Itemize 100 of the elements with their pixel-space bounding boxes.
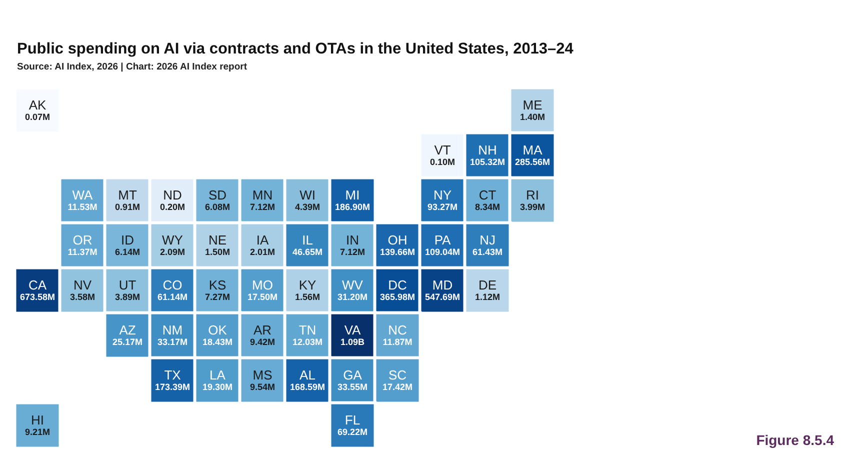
data-label: 1.56M — [294, 292, 320, 302]
category-label: PA — [434, 232, 452, 248]
category-label: AL — [300, 368, 316, 382]
data-label: 61.14M — [157, 292, 188, 302]
category-label: LA — [210, 368, 226, 382]
category-label: TX — [164, 368, 182, 382]
data-label: 0.20M — [160, 202, 186, 212]
category-label: AZ — [119, 322, 136, 338]
category-label: ID — [121, 232, 134, 248]
category-label: HI — [31, 412, 44, 428]
data-label: 4.39M — [294, 202, 320, 212]
data-label: 3.58M — [70, 292, 96, 302]
category-label: WY — [162, 232, 184, 248]
category-label: IA — [256, 232, 269, 248]
category-label: NC — [388, 322, 407, 338]
category-label: GA — [343, 368, 362, 382]
data-label: 9.42M — [250, 337, 276, 347]
category-label: SC — [388, 368, 407, 382]
category-label: MN — [252, 188, 273, 202]
data-label: 46.65M — [292, 247, 323, 257]
category-label: CA — [28, 278, 47, 292]
category-label: VT — [434, 142, 451, 158]
data-label: 61.43M — [472, 247, 503, 257]
data-label: 9.54M — [250, 382, 276, 392]
category-label: IN — [346, 232, 359, 248]
category-label: WA — [72, 188, 94, 202]
category-label: NV — [73, 278, 92, 292]
data-label: 7.12M — [340, 247, 366, 257]
data-label: 0.91M — [114, 202, 140, 212]
data-label: 1.50M — [204, 247, 230, 257]
category-label: NE — [208, 232, 227, 248]
category-label: CO — [162, 278, 182, 292]
category-label: AK — [28, 98, 46, 112]
category-label: MO — [252, 278, 273, 292]
category-label: MD — [432, 278, 453, 292]
text: Public spending on AI via contracts and OTAs in the United States, 2013–24 — [17, 40, 574, 58]
category-label: TN — [298, 322, 316, 338]
data-label: 31.20M — [337, 292, 368, 302]
category-label: FL — [344, 412, 360, 428]
category-label: IL — [302, 232, 313, 248]
category-label: NY — [433, 188, 452, 202]
data-label: 285.56M — [514, 157, 550, 167]
data-label: 93.27M — [427, 202, 458, 212]
category-label: ME — [522, 98, 543, 112]
text: Source: AI Index, 2026 | Chart: 2026 AI Index report — [17, 62, 248, 72]
data-label: 186.90M — [334, 202, 370, 212]
data-label: 2.01M — [250, 247, 276, 257]
data-label: 11.37M — [68, 247, 98, 257]
category-label: WV — [342, 278, 364, 292]
data-label: 19.30M — [202, 382, 233, 392]
data-label: 33.55M — [337, 382, 368, 392]
data-label: 168.59M — [290, 382, 326, 392]
data-label: 9.21M — [24, 427, 50, 437]
data-label: 139.66M — [380, 247, 416, 257]
data-label: 0.07M — [24, 112, 50, 122]
category-label: VA — [344, 322, 362, 338]
category-label: OR — [72, 232, 92, 248]
data-label: 8.34M — [474, 202, 500, 212]
category-label: MI — [345, 188, 360, 202]
category-label: AR — [253, 322, 272, 338]
data-label: 7.12M — [250, 202, 276, 212]
category-label: CT — [478, 188, 496, 202]
category-label: NM — [162, 322, 183, 338]
data-label: 1.12M — [474, 292, 500, 302]
category-label: NJ — [480, 232, 496, 248]
data-label: 547.69M — [424, 292, 460, 302]
data-label: 18.43M — [202, 337, 233, 347]
data-label: 17.42M — [382, 382, 413, 392]
data-label: 3.99M — [520, 202, 546, 212]
data-label: 33.17M — [157, 337, 188, 347]
category-label: DE — [478, 278, 497, 292]
data-label: 6.14M — [114, 247, 140, 257]
data-label: 12.03M — [292, 337, 323, 347]
data-label: 1.40M — [520, 112, 546, 122]
data-label: 7.27M — [204, 292, 230, 302]
category-label: KY — [298, 278, 316, 292]
caption: Figure 8.5.4 — [756, 432, 834, 448]
data-label: 1.09B — [340, 337, 365, 347]
data-label: 105.32M — [470, 157, 506, 167]
data-label: 11.87M — [382, 337, 412, 347]
category-label: WI — [300, 188, 316, 202]
data-label: 673.58M — [20, 292, 56, 302]
category-label: MS — [252, 368, 273, 382]
data-label: 2.09M — [160, 247, 186, 257]
category-label: RI — [526, 188, 539, 202]
category-label: SD — [208, 188, 227, 202]
data-label: 109.04M — [424, 247, 460, 257]
category-label: OH — [388, 232, 408, 248]
data-label: 3.89M — [114, 292, 140, 302]
category-label: OK — [208, 322, 228, 338]
data-label: 17.50M — [247, 292, 278, 302]
category-label: KS — [208, 278, 226, 292]
data-label: 69.22M — [337, 427, 368, 437]
category-label: ND — [163, 188, 182, 202]
category-label: UT — [118, 278, 136, 292]
data-label: 365.98M — [380, 292, 416, 302]
category-label: MA — [522, 142, 543, 158]
data-label: 25.17M — [112, 337, 143, 347]
data-label: 6.08M — [204, 202, 230, 212]
category-label: MT — [118, 188, 137, 202]
